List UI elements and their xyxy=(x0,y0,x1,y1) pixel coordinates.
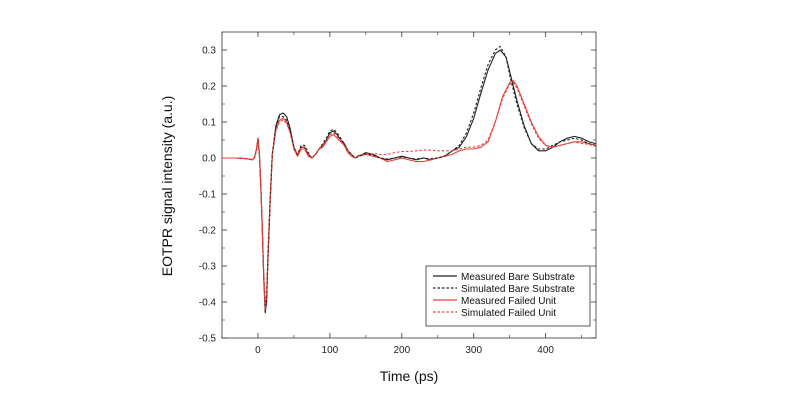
series-line-simulated-bare-substrate xyxy=(222,45,597,307)
y-tick-label: -0.4 xyxy=(199,298,217,309)
legend-label-simulated-bare: Simulated Bare Substrate xyxy=(461,284,575,295)
y-tick-label: -0.2 xyxy=(199,226,217,237)
y-tick-label: 0.2 xyxy=(202,82,216,93)
x-tick-label: 200 xyxy=(393,345,410,356)
y-tick-label: 0.1 xyxy=(202,118,216,129)
x-axis: 0 100 200 300 400 xyxy=(221,32,582,356)
legend-label-simulated-failed: Simulated Failed Unit xyxy=(461,308,556,319)
legend-label-measured-bare: Measured Bare Substrate xyxy=(461,272,575,283)
y-tick-label: -0.3 xyxy=(199,262,217,273)
plot-frame xyxy=(221,31,597,339)
y-tick-label: -0.1 xyxy=(199,190,217,201)
y-tick-label: 0.3 xyxy=(202,46,216,57)
x-axis-label: Time (ps) xyxy=(380,368,439,384)
y-axis-label: EOTPR signal intensity (a.u.) xyxy=(159,96,175,277)
x-tick-label: 100 xyxy=(322,345,339,356)
x-tick-label: 300 xyxy=(465,345,482,356)
legend-label-measured-failed: Measured Failed Unit xyxy=(461,296,556,307)
x-tick-label: 0 xyxy=(255,345,261,356)
series-layer xyxy=(222,45,597,314)
x-tick-label: 400 xyxy=(537,345,554,356)
y-tick-label: -0.5 xyxy=(199,334,217,345)
y-axis: 0.3 0.2 0.1 0.0 -0.1 -0.2 -0.3 -0.4 -0.5 xyxy=(199,46,596,345)
y-tick-label: 0.0 xyxy=(202,154,216,165)
legend: Measured Bare Substrate Simulated Bare S… xyxy=(425,265,591,327)
